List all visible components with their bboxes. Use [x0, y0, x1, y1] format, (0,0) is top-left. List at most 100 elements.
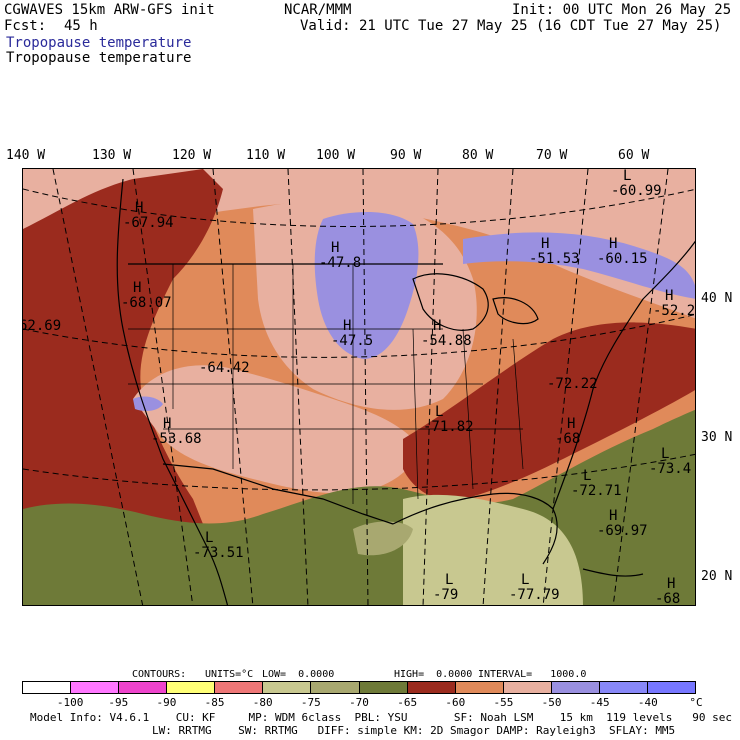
pressure-center-label: H -68	[655, 577, 680, 606]
colorbar-segment	[119, 682, 168, 693]
field-title: Tropopause temperature	[6, 50, 192, 66]
contours-label: CONTOURS:	[132, 669, 187, 680]
center-type: H	[667, 576, 676, 592]
colorbar-segment	[263, 682, 312, 693]
colorbar-tick-label: -45	[589, 696, 610, 709]
center-type: H	[163, 416, 172, 432]
center-value: -79	[433, 587, 459, 603]
pressure-center-label: H -67.94	[123, 201, 174, 231]
coastline-pacific	[116, 178, 229, 605]
center-type: H	[135, 200, 144, 216]
center-value: -60.99	[611, 183, 662, 199]
contours-interval: INTERVAL= 1000.0	[478, 669, 587, 680]
colorbar-tick-label: -55	[493, 696, 514, 709]
contours-low: LOW= 0.0000	[262, 669, 335, 680]
pressure-center-label: -64.42	[199, 361, 250, 376]
colorbar-tick-label: °C	[689, 696, 703, 709]
init-time: Init: 00 UTC Mon 26 May 25	[512, 2, 732, 18]
colorbar-segment	[648, 682, 696, 693]
center-value: -51.53	[529, 251, 580, 267]
colorbar-segment	[71, 682, 120, 693]
coastline-gulf	[392, 492, 558, 565]
center-type: H	[609, 236, 618, 252]
graticule	[23, 169, 695, 605]
lon-label-80w: 80 W	[462, 148, 494, 163]
graticule-line	[23, 188, 695, 227]
pressure-center-label: H -47.5	[331, 319, 373, 349]
lat-label-20n: 20 N	[701, 569, 733, 584]
center-value: -73.4	[649, 461, 692, 477]
coastlines	[116, 178, 695, 605]
pressure-center-label: L -72.71	[571, 469, 622, 499]
pressure-center-label: H -60.15	[597, 237, 648, 267]
colorbar-segment	[167, 682, 216, 693]
center-type: L	[435, 404, 444, 420]
colorbar-tick-label: -75	[300, 696, 321, 709]
model-info-line2: LW: RRTMG SW: RRTMG DIFF: simple KM: 2D …	[152, 724, 676, 737]
tropopause-map	[23, 169, 695, 605]
colorbar-tick-label: -65	[397, 696, 418, 709]
center-type: H	[133, 280, 142, 296]
center-value: -71.82	[423, 419, 474, 435]
pressure-center-label: H -69.97	[597, 509, 648, 539]
colorbar-segment	[215, 682, 264, 693]
pressure-center-label: L -60.99	[611, 169, 662, 199]
center-value: -54.88	[421, 333, 472, 349]
center-type: L	[205, 530, 214, 546]
pressure-center-label: H -68	[555, 417, 580, 447]
pressure-center-label: H -54.88	[421, 319, 472, 349]
graticule-line	[212, 169, 254, 605]
lon-label-120w: 120 W	[172, 148, 212, 163]
colorbar-tick-label: -40	[637, 696, 658, 709]
state-border	[462, 328, 474, 490]
lon-label-90w: 90 W	[390, 148, 422, 163]
center-value: -53.68	[151, 431, 202, 447]
pressure-center-label: H -52.2	[653, 289, 695, 319]
center-value: -47.5	[331, 333, 374, 349]
state-border	[512, 338, 524, 470]
pressure-center-label: H -68.07	[121, 281, 172, 311]
pressure-center-label: L -73.4	[649, 447, 691, 477]
lon-label-110w: 110 W	[246, 148, 286, 163]
center-type: L	[445, 572, 454, 588]
colorbar-tick-label: -90	[156, 696, 177, 709]
center-type: H	[541, 236, 550, 252]
contours-units: UNITS=°C	[205, 669, 254, 680]
colorbar-segment	[551, 682, 600, 693]
center-value: -72.22	[547, 376, 598, 392]
center-type: L	[661, 446, 670, 462]
center-value: -72.71	[571, 483, 622, 499]
model-info-line1: Model Info: V4.6.1 CU: KF MP: WDM 6class…	[30, 711, 732, 724]
colorbar-tick-label: -60	[445, 696, 466, 709]
center-type: H	[567, 416, 576, 432]
center-type: H	[665, 288, 674, 304]
field-purple-midwest	[314, 212, 419, 359]
pressure-center-label: H -51.53	[529, 237, 580, 267]
pressure-center-label: L -73.51	[193, 531, 244, 561]
center-value: -73.51	[193, 545, 244, 561]
coastline-cuba	[582, 568, 644, 577]
colorbar-tick-label: -85	[204, 696, 225, 709]
colorbar-tick-label: -80	[252, 696, 273, 709]
graticule-line	[362, 169, 369, 605]
colorbar-segment	[503, 682, 552, 693]
state-border	[412, 328, 419, 500]
graticule-line	[542, 169, 589, 605]
field-pale-green-gulf	[403, 494, 583, 605]
field-purple-southwest	[133, 396, 163, 412]
pressure-center-label: L -79	[433, 573, 458, 603]
colorbar-tick-label: -95	[108, 696, 129, 709]
center-type: H	[343, 318, 352, 334]
center-value: 62.69	[22, 318, 62, 334]
graticule-line	[287, 169, 309, 605]
center-type: H	[433, 318, 442, 334]
colorbar-tick-label: -100	[56, 696, 84, 709]
center-type: H	[331, 240, 340, 256]
great-lakes	[492, 297, 539, 325]
lon-label-60w: 60 W	[618, 148, 650, 163]
colorbar-segment	[599, 682, 649, 693]
great-lakes	[412, 273, 489, 331]
pressure-center-label: -72.22	[547, 377, 598, 392]
graticule-line	[132, 169, 194, 605]
pressure-center-label: 62.69	[22, 318, 62, 334]
